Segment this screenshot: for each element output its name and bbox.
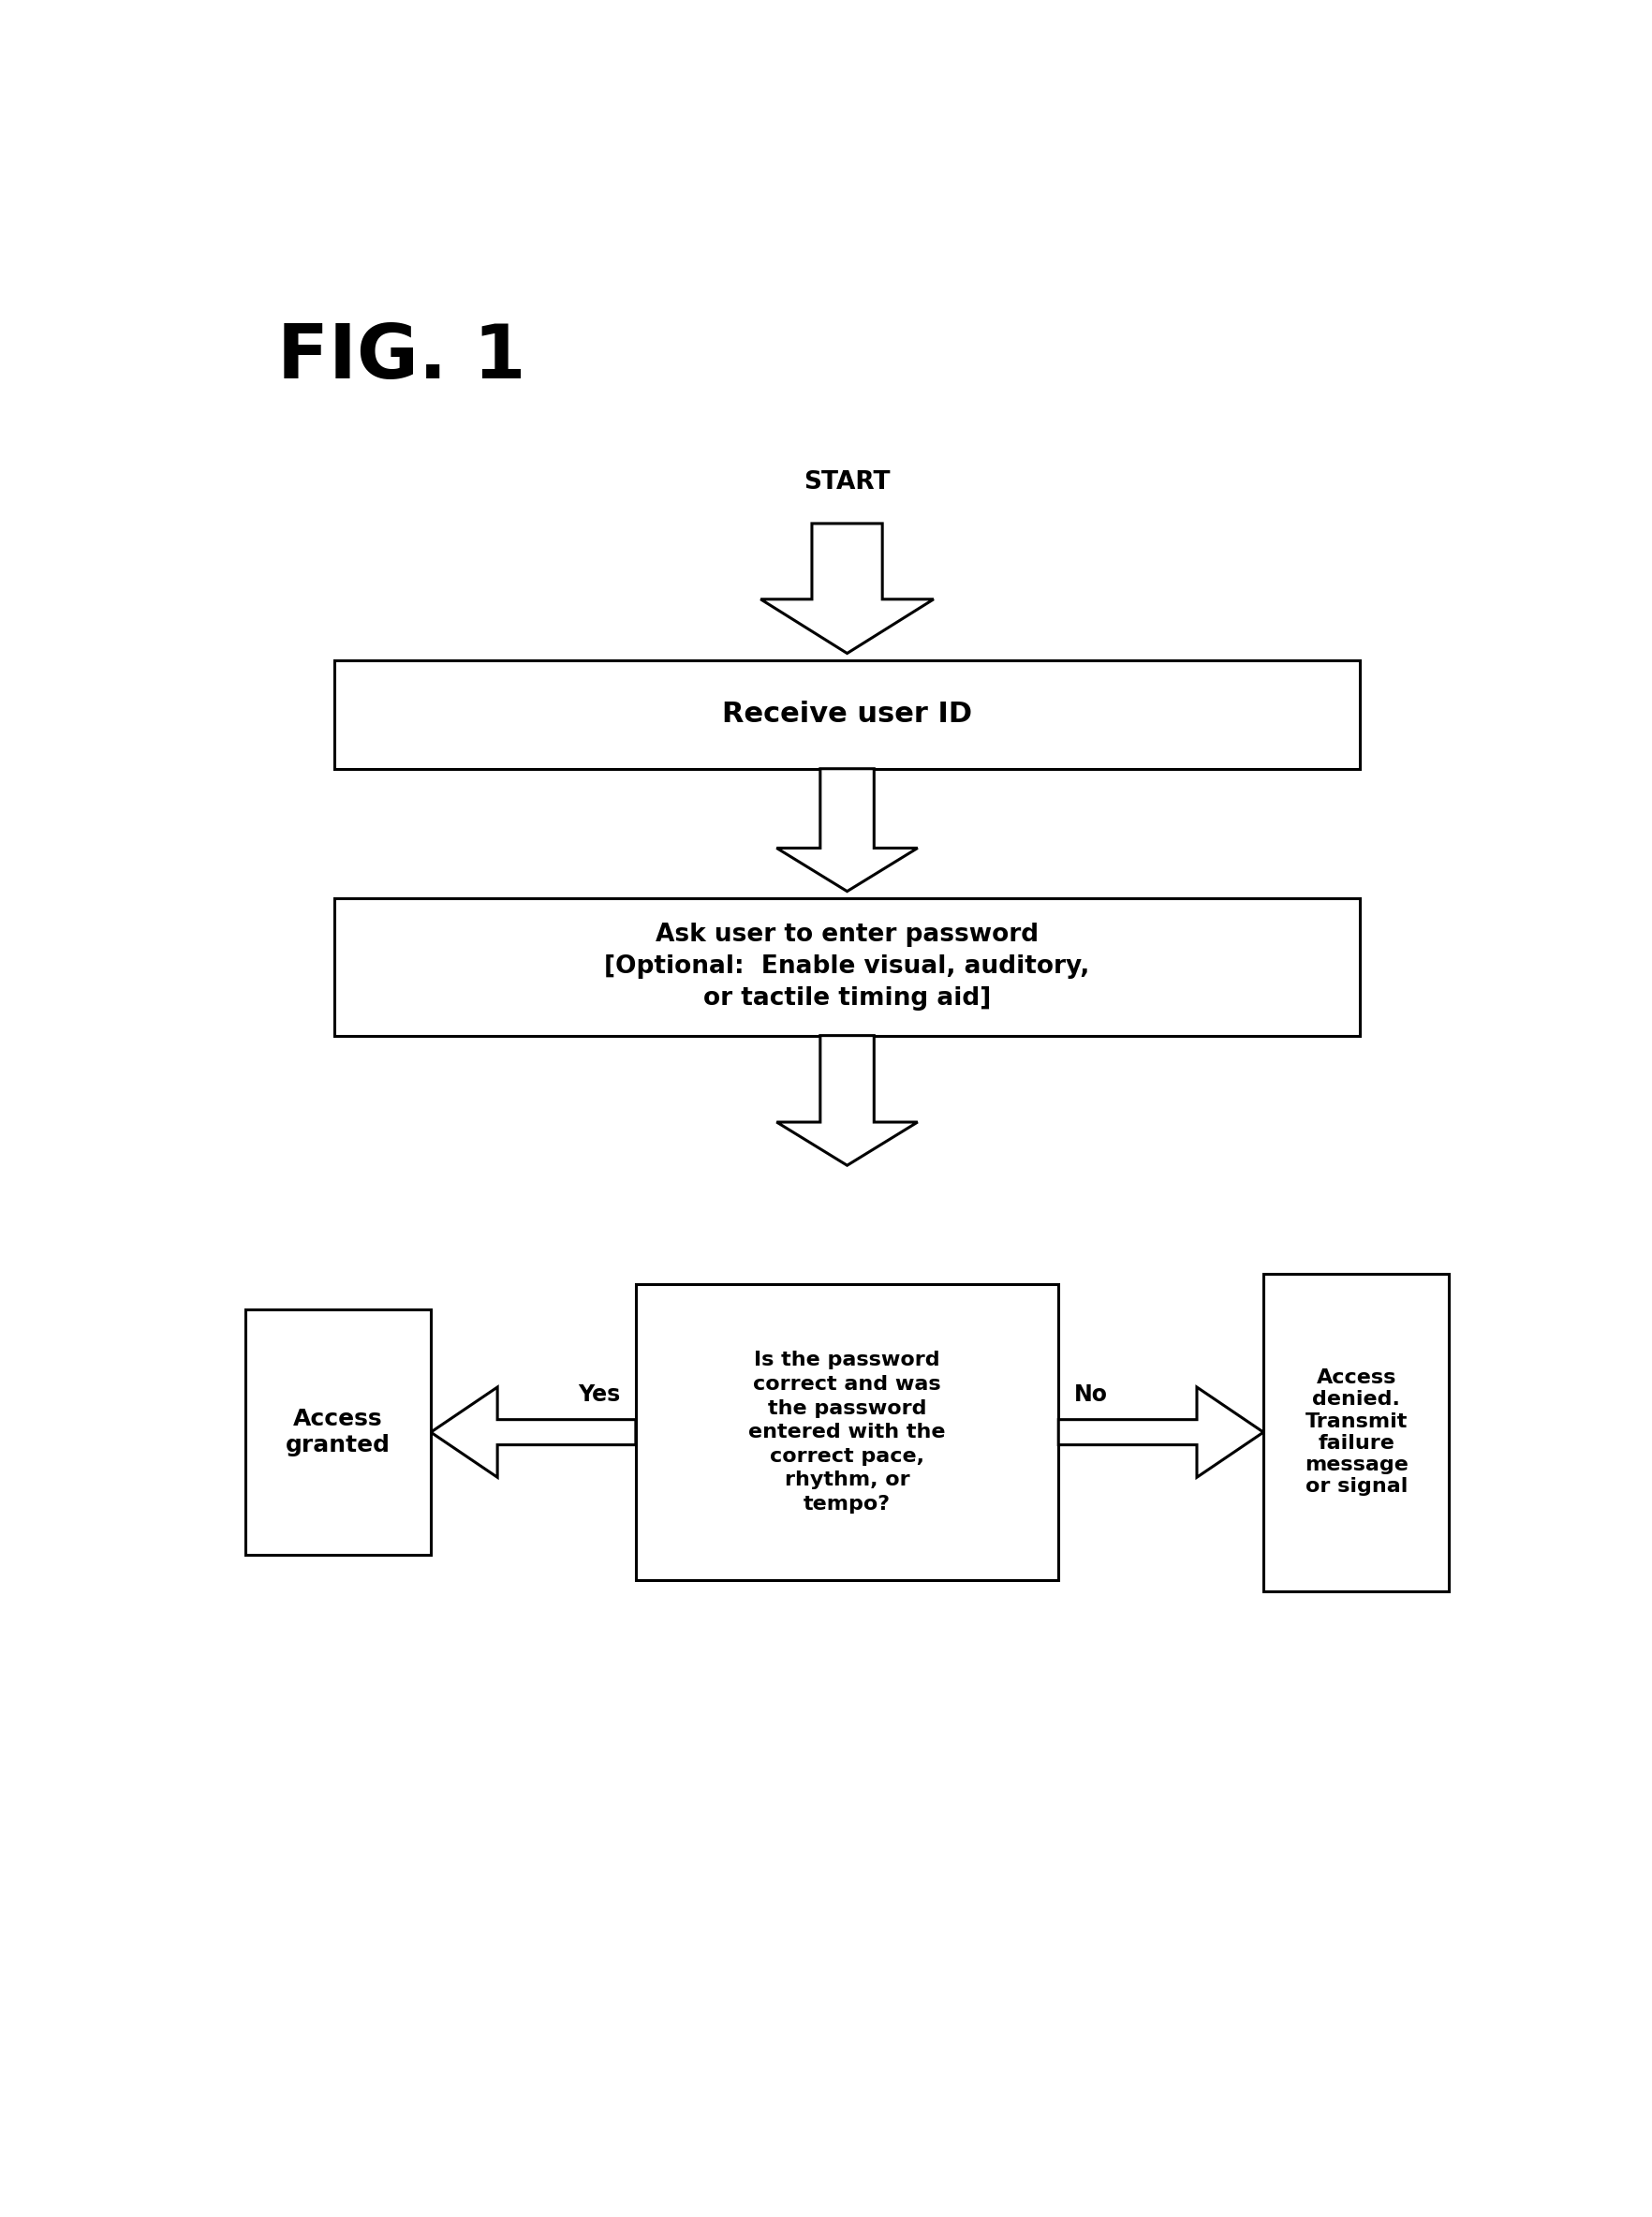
Bar bbox=[244, 1310, 431, 1554]
Text: Is the password
correct and was
the password
entered with the
correct pace,
rhyt: Is the password correct and was the pass… bbox=[748, 1350, 945, 1514]
Polygon shape bbox=[760, 523, 933, 654]
Bar bbox=[1262, 1273, 1449, 1592]
Polygon shape bbox=[776, 769, 917, 891]
Text: Access
granted: Access granted bbox=[286, 1408, 390, 1457]
Text: FIG. 1: FIG. 1 bbox=[278, 321, 525, 395]
Bar bbox=[636, 1284, 1057, 1581]
Polygon shape bbox=[1057, 1388, 1262, 1477]
Polygon shape bbox=[776, 1035, 917, 1166]
Text: START: START bbox=[803, 470, 890, 494]
Text: Receive user ID: Receive user ID bbox=[722, 701, 971, 727]
Text: No: No bbox=[1074, 1383, 1107, 1406]
Text: Access
denied.
Transmit
failure
message
or signal: Access denied. Transmit failure message … bbox=[1303, 1368, 1408, 1496]
Text: Ask user to enter password
[Optional:  Enable visual, auditory,
or tactile timin: Ask user to enter password [Optional: En… bbox=[605, 922, 1089, 1011]
Text: Yes: Yes bbox=[578, 1383, 620, 1406]
Bar bbox=[334, 661, 1358, 769]
Bar bbox=[334, 898, 1358, 1035]
Polygon shape bbox=[431, 1388, 636, 1477]
